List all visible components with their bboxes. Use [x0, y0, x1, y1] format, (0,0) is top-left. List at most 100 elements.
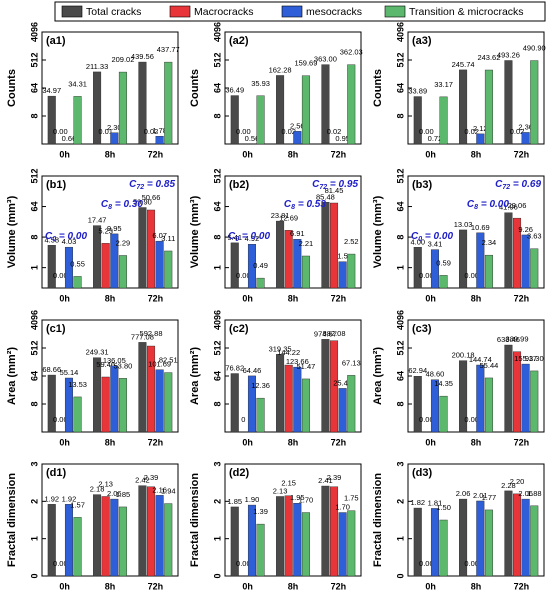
- value-label: 50.66: [142, 193, 161, 202]
- legend-swatch: [61, 5, 83, 18]
- value-label: 437.77: [157, 45, 180, 54]
- value-label: 4.58: [44, 235, 59, 244]
- bar: [138, 207, 147, 289]
- bar: [110, 132, 119, 145]
- bar: [147, 209, 156, 289]
- y-tick-label: 1: [212, 536, 222, 541]
- x-tick-label: 0h: [242, 149, 253, 159]
- value-label: 2.39: [144, 473, 159, 482]
- annotation: C8 = 0.30: [101, 199, 143, 211]
- x-tick-label: 0h: [425, 581, 436, 591]
- y-axis-label: Volume (mm³): [6, 195, 18, 268]
- value-label: 4.92: [245, 234, 260, 243]
- value-label: 59.90: [133, 198, 152, 207]
- value-label: 4.03: [62, 237, 77, 246]
- bar: [47, 504, 56, 577]
- y-tick-label: 4096: [212, 22, 222, 42]
- y-tick-label: 2: [29, 499, 39, 504]
- value-label: 4.00: [410, 237, 425, 246]
- bar: [110, 233, 119, 289]
- value-label: 2.06: [456, 489, 471, 498]
- annotation-subscript: 8: [474, 204, 478, 211]
- bar: [256, 277, 265, 289]
- y-tick-label: 512: [395, 340, 405, 355]
- bar: [73, 276, 82, 289]
- bar: [513, 351, 522, 433]
- bar: [430, 249, 439, 289]
- panel-title: (b3): [412, 179, 433, 191]
- value-label: 2.13: [98, 479, 113, 488]
- legend-swatch: [281, 5, 303, 18]
- value-label: 0.00: [419, 271, 434, 280]
- bar: [293, 503, 302, 577]
- value-label: 10.69: [471, 223, 490, 232]
- bar: [64, 246, 73, 289]
- bar: [476, 232, 485, 289]
- annotation-value: = 0.30: [112, 199, 143, 210]
- value-label: 2.34: [482, 238, 497, 247]
- y-tick-label: 8: [29, 113, 39, 118]
- bar: [321, 485, 330, 577]
- bar: [284, 364, 293, 433]
- annotation-subscript: 72: [319, 184, 327, 191]
- value-label: 55.14: [60, 368, 79, 377]
- y-axis-label: Area (mm²): [189, 347, 201, 405]
- value-label: 363.00: [314, 55, 337, 64]
- bar: [276, 220, 285, 289]
- value-label: 777.08: [131, 332, 154, 341]
- value-label: 1.88: [527, 489, 542, 498]
- panel-title: (a1): [46, 35, 66, 47]
- y-tick-label: 1: [395, 265, 405, 270]
- annotation: C0 = 0.00: [228, 231, 270, 243]
- value-label: 2.29: [116, 238, 131, 247]
- bar: [118, 378, 127, 433]
- value-label: 0.72: [428, 134, 443, 143]
- annotation-symbol: C: [411, 231, 419, 242]
- value-label: 0.00: [53, 127, 68, 136]
- y-tick-label: 64: [395, 371, 405, 381]
- value-label: 1.85: [116, 490, 131, 499]
- value-label: 1.94: [161, 487, 176, 496]
- value-label: 3.41: [428, 240, 443, 249]
- y-tick-label: 512: [395, 52, 405, 67]
- y-tick-label: 512: [29, 168, 39, 183]
- value-label: 0.00: [464, 415, 479, 424]
- value-label: 0.59: [436, 258, 451, 267]
- bar: [530, 60, 539, 145]
- value-label: 0.02: [281, 127, 296, 136]
- value-label: 319.35: [269, 344, 292, 353]
- x-tick-label: 72h: [148, 437, 164, 447]
- bar: [413, 247, 422, 289]
- legend-label: mesocracks: [306, 6, 362, 18]
- bar: [101, 243, 110, 289]
- annotation: C0 = 0.00: [45, 231, 87, 243]
- bar: [118, 255, 127, 289]
- y-tick-label: 2: [212, 499, 222, 504]
- y-axis-label: Fractal dimension: [6, 473, 18, 567]
- value-label: 243.62: [477, 53, 500, 62]
- y-axis-label: Volume (mm³): [189, 195, 201, 268]
- y-tick-label: 64: [212, 83, 222, 93]
- value-label: 2.06: [107, 489, 122, 498]
- y-tick-label: 4096: [395, 22, 405, 42]
- value-label: 0: [241, 415, 245, 424]
- value-label: 6.91: [290, 229, 305, 238]
- bar: [247, 375, 256, 433]
- annotation: C8 = 0.53: [284, 199, 326, 211]
- value-label: 144.74: [469, 355, 492, 364]
- bar: [521, 132, 530, 145]
- value-label: 1.70: [335, 503, 350, 512]
- value-label: 638.46: [497, 335, 520, 344]
- x-tick-label: 8h: [288, 293, 299, 303]
- annotation: C72 = 0.69: [495, 179, 541, 191]
- annotation: C0 = 0.00: [411, 231, 453, 243]
- bar: [256, 397, 265, 433]
- bar: [484, 254, 493, 289]
- value-label: 2.39: [327, 473, 342, 482]
- bar: [321, 202, 330, 289]
- x-tick-label: 0h: [425, 293, 436, 303]
- x-tick-label: 8h: [105, 149, 116, 159]
- x-tick-label: 8h: [288, 581, 299, 591]
- annotation: C8 = 0.00: [467, 199, 509, 211]
